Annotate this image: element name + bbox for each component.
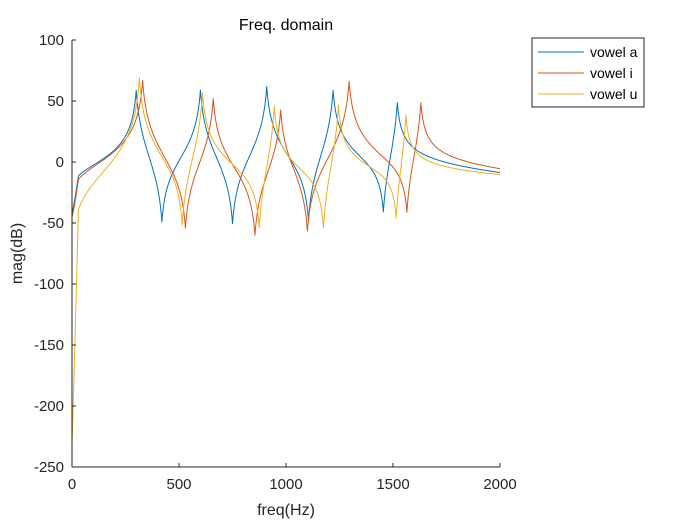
x-axis-label: freq(Hz): [257, 502, 315, 519]
y-tick-label: 50: [47, 93, 64, 110]
y-tick-label: -100: [34, 276, 64, 293]
axes-layer: 0 500 1000 1500 2000100500-50-100-150-200-25…: [34, 32, 517, 493]
y-axis-label: mag(dB): [9, 223, 26, 284]
x-tick-label: 1500: [376, 476, 409, 493]
legend-label: vowel i: [590, 65, 633, 81]
series-line-vowel-u: [72, 77, 500, 443]
y-tick-label: -50: [42, 215, 64, 232]
x-tick-label: 0: [68, 476, 76, 493]
series-layer: [72, 77, 500, 443]
legend-label: vowel u: [590, 86, 637, 102]
x-tick-label: 500: [166, 476, 191, 493]
chart-title: Freq. domain: [239, 17, 333, 34]
y-tick-label: -200: [34, 398, 64, 415]
x-tick-label: 1000: [269, 476, 302, 493]
y-tick-label: 0: [56, 154, 64, 171]
y-tick-label: -150: [34, 337, 64, 354]
x-tick-label: 2000: [483, 476, 516, 493]
legend-label: vowel a: [590, 44, 638, 60]
y-tick-label: -250: [34, 459, 64, 476]
series-line-vowel-i: [72, 80, 500, 236]
y-tick-label: 100: [39, 32, 64, 49]
legend: vowel a vowel i vowel u: [531, 37, 645, 108]
